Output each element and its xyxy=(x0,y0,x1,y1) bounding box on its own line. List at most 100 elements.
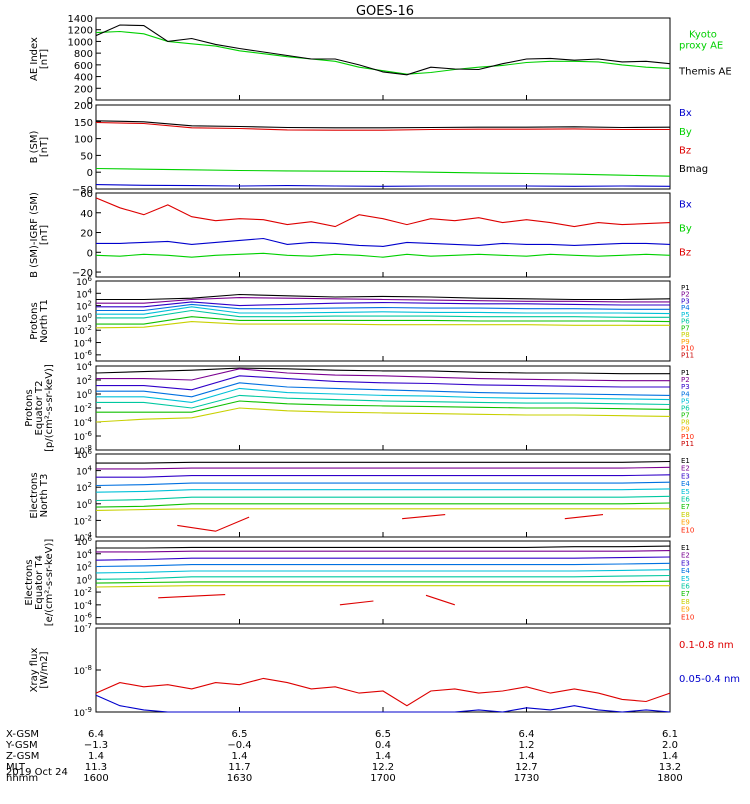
legend-item-p11: P11 xyxy=(681,351,694,359)
series-line-by xyxy=(95,167,671,177)
y-tick-label: 1400 xyxy=(68,14,93,25)
y-axis-label: Electrons xyxy=(24,559,35,605)
legend-item-e2: E2 xyxy=(681,552,690,560)
legend-item-e10: E10 xyxy=(681,526,694,534)
legend-item: Kyoto xyxy=(689,30,717,41)
legend-item-e3: E3 xyxy=(681,472,690,480)
series-line-p6 xyxy=(96,394,671,409)
legend-item: Bmag xyxy=(679,164,708,175)
y-axis-label: [nT] xyxy=(39,49,50,69)
legend-item-p6: P6 xyxy=(681,318,690,326)
y-tick-label: 0 xyxy=(87,248,93,259)
y-tick-label: 1000 xyxy=(68,37,93,48)
series-line-p8 xyxy=(95,321,670,329)
legend-item-p6: P6 xyxy=(681,404,690,412)
series-line-themis-ae xyxy=(95,24,671,76)
legend-item-e8: E8 xyxy=(681,511,690,519)
ephemeris-value: 1700 xyxy=(370,773,395,784)
ephemeris-value: 6.4 xyxy=(88,729,104,740)
series-line-p7 xyxy=(96,316,671,325)
ephemeris-value: 1800 xyxy=(657,773,682,784)
y-tick-label: 10-2 xyxy=(74,586,92,599)
series-line-p6 xyxy=(96,309,670,319)
series-line-e3 xyxy=(95,556,671,561)
y-tick-label: 102 xyxy=(76,300,92,313)
series-line-e4 xyxy=(95,481,671,487)
legend-item-e4: E4 xyxy=(681,567,690,575)
legend-item-e9: E9 xyxy=(681,606,690,614)
series-line-p4 xyxy=(96,382,671,398)
y-tick-label: 0 xyxy=(87,168,93,179)
y-tick-label: 104 xyxy=(76,548,92,561)
legend-item-e3: E3 xyxy=(681,559,690,567)
ephemeris-value: 12.7 xyxy=(515,762,537,773)
y-axis-label: [nT] xyxy=(39,137,50,157)
legend-item-p1: P1 xyxy=(681,284,690,292)
legend-item-e4: E4 xyxy=(681,480,690,488)
series-line-bx xyxy=(95,184,671,187)
legend-item-e8: E8 xyxy=(681,598,690,606)
legend-item: By xyxy=(679,223,692,234)
legend-item-p4: P4 xyxy=(681,390,690,398)
y-tick-label: 600 xyxy=(74,61,93,72)
fragment-line xyxy=(425,594,455,606)
y-tick-label: 100 xyxy=(76,498,92,511)
y-tick-label: 104 xyxy=(76,360,92,373)
y-tick-label: 10-2 xyxy=(74,402,92,415)
ephemeris-value: 11.3 xyxy=(85,762,107,773)
legend-item-p8: P8 xyxy=(681,419,690,427)
legend-item-e5: E5 xyxy=(681,488,690,496)
y-tick-label: 800 xyxy=(74,49,93,60)
series-line-e6 xyxy=(95,495,671,502)
legend-item-e6: E6 xyxy=(681,583,690,591)
y-tick-label: 104 xyxy=(76,287,92,300)
series-line-e5 xyxy=(95,488,671,493)
series-line-p7 xyxy=(96,400,671,413)
ephemeris-value: 6.5 xyxy=(232,729,248,740)
legend-item: Themis AE xyxy=(678,66,732,77)
y-axis-label: B (SM) xyxy=(29,130,40,163)
y-axis-label: North T3 xyxy=(39,474,50,518)
legend-item-p5: P5 xyxy=(681,311,690,319)
x-axis-labels: X-GSM 6.4 6.5 6.5 6.4 6.1 Y-GSM −1.3 −0.4 0.4 1.2 2… xyxy=(5,729,683,784)
y-tick-label: 60 xyxy=(80,189,93,200)
ephemeris-value: −0.4 xyxy=(227,740,251,751)
ephemeris-value: 1.4 xyxy=(662,751,678,762)
ephemeris-value: 1.4 xyxy=(375,751,391,762)
fragment-line xyxy=(158,594,226,599)
y-tick-label: 50 xyxy=(80,151,93,162)
series-line-e2 xyxy=(96,466,671,470)
legend-item-p11: P11 xyxy=(681,440,694,448)
legend-item-p10: P10 xyxy=(681,345,694,353)
y-tick-label: 106 xyxy=(76,448,92,461)
y-tick-label: 10-8 xyxy=(74,444,92,457)
y-tick-label: 10-4 xyxy=(74,531,93,544)
legend-item-p8: P8 xyxy=(681,331,690,339)
ephemeris-value: 2.0 xyxy=(662,740,678,751)
legend-item-p5: P5 xyxy=(681,397,690,405)
y-tick-label: 10-7 xyxy=(74,622,92,635)
series-line-0-05-0-4-nm xyxy=(95,694,671,713)
series-line-e2 xyxy=(96,550,671,553)
y-axis-label: Equator T4 xyxy=(34,555,45,610)
y-axis-label: [p/(cm²-s-sr-keV)] xyxy=(44,364,55,452)
y-tick-label: 20 xyxy=(80,229,93,240)
y-tick-label: 10-4 xyxy=(74,337,93,350)
y-tick-label: 10-6 xyxy=(74,430,93,443)
y-tick-label: 10-6 xyxy=(74,349,93,362)
legend-item-p7: P7 xyxy=(681,412,690,420)
series-line-0-1-0-8-nm xyxy=(95,677,671,707)
panel-frame xyxy=(95,192,671,278)
legend-item-p4: P4 xyxy=(681,304,690,312)
series-line-e4 xyxy=(95,562,671,568)
y-axis-label: Xray flux xyxy=(29,648,40,693)
y-axis-label: Equator T2 xyxy=(34,381,45,436)
ephemeris-value: 11.7 xyxy=(228,762,250,773)
panel-8: 10-7 10-8 10-9 Xray flux [W/m2] 0.1-0.8 nm 0.0… xyxy=(29,622,740,719)
series-line-bz xyxy=(95,197,671,228)
legend-item-e6: E6 xyxy=(681,496,690,504)
